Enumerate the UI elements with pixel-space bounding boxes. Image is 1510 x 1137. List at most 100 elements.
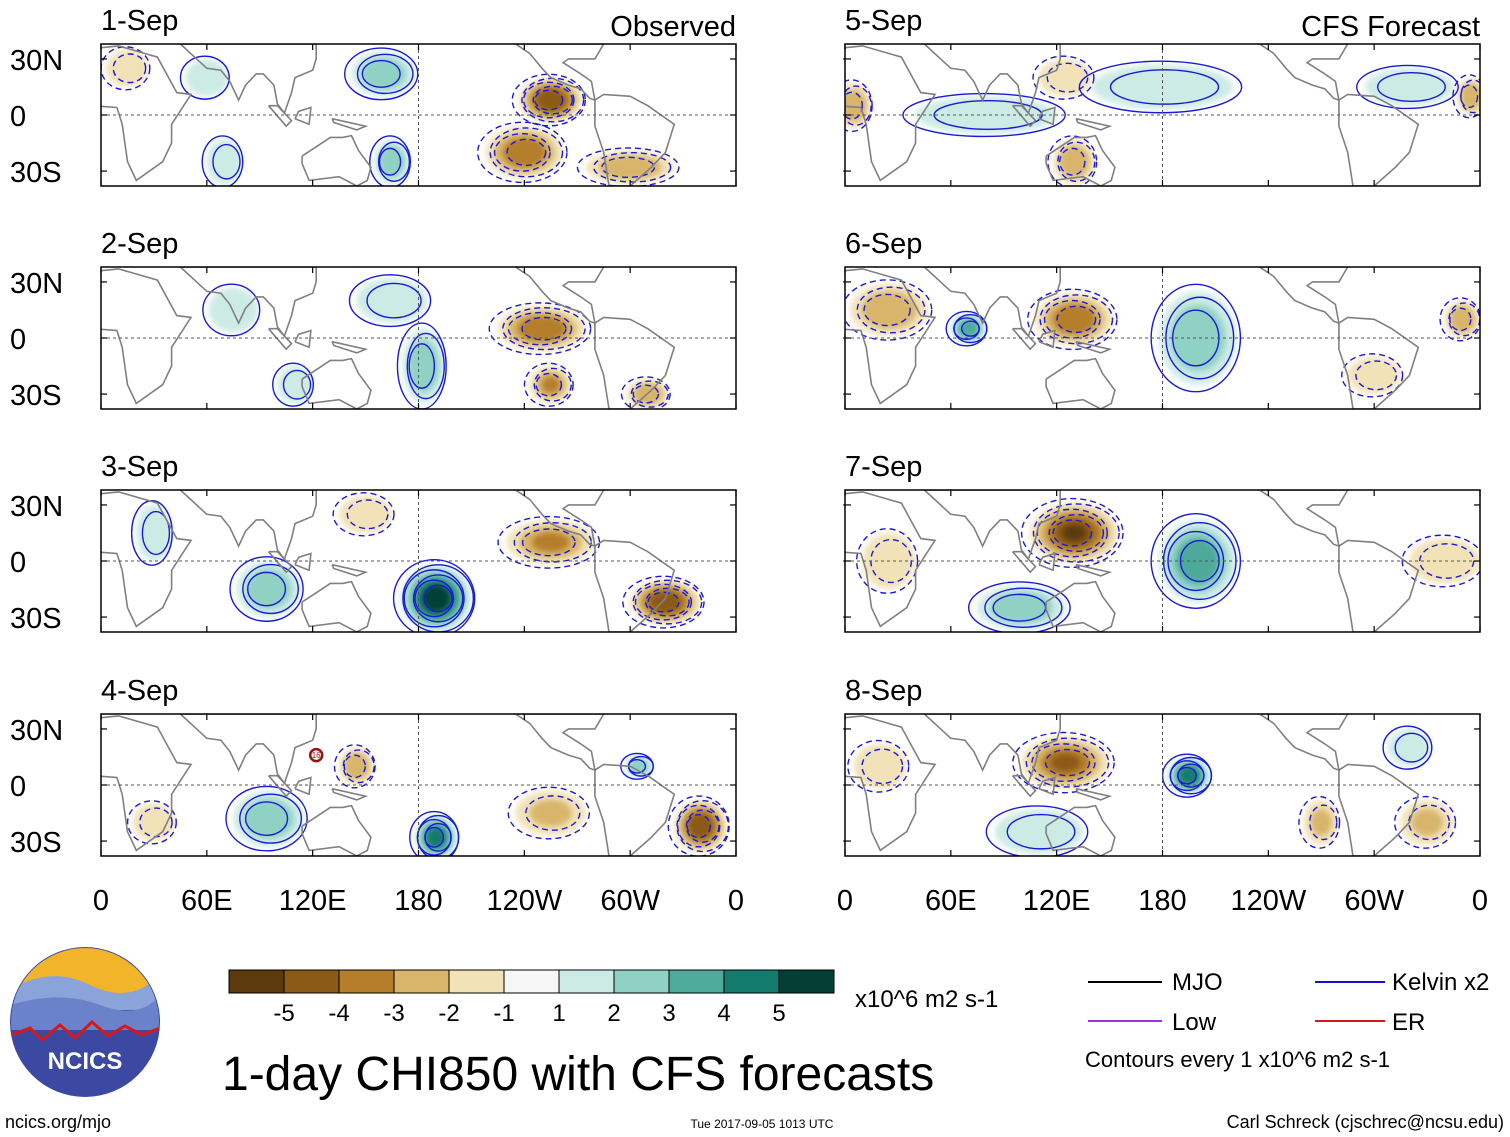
coastline [101, 491, 193, 628]
lon-tick-label: 0 [837, 885, 853, 917]
coastline [331, 117, 369, 131]
kelvin-contour [244, 801, 289, 836]
coastline [923, 490, 1061, 561]
colorbar-label: 3 [662, 1000, 675, 1027]
panel-date-label: 3-Sep [101, 451, 178, 483]
kelvin-contour [1408, 804, 1451, 841]
kelvin-contour [513, 522, 592, 563]
coastline [267, 774, 293, 798]
legend-contour-note: Contours every 1 x10^6 m2 s-1 [1085, 1047, 1390, 1072]
colorbar-label: 2 [607, 1000, 620, 1027]
coastline [845, 45, 937, 182]
anomaly-shading [529, 799, 572, 827]
anomaly-shading [213, 148, 236, 176]
kelvin-contour [406, 332, 445, 400]
kelvin-contour [1006, 813, 1076, 850]
kelvin-contour [414, 579, 455, 618]
colorbar-label: -4 [328, 1000, 349, 1027]
coastline [301, 804, 372, 856]
legend-kelvin-label: Kelvin x2 [1392, 969, 1489, 996]
coastline [301, 357, 372, 409]
coastline [1038, 552, 1056, 572]
anomaly-shading [542, 93, 560, 107]
kelvin-contour [902, 92, 1066, 138]
colorbar-swatch [393, 969, 450, 994]
anomaly-shading [1396, 736, 1423, 759]
colorbar-label: 5 [772, 1000, 785, 1027]
logo-mountain-mid [11, 995, 159, 1030]
kelvin-contour [239, 793, 303, 844]
kelvin-contour [845, 85, 872, 126]
anomaly-shading [962, 323, 975, 334]
anomaly-shading [370, 287, 414, 315]
anomaly-shading [632, 761, 646, 772]
kelvin-contour [967, 581, 1071, 632]
coastline [101, 45, 193, 182]
colorbar-label: -1 [493, 1000, 514, 1027]
footer-timestamp: Tue 2017-09-05 1013 UTC [691, 1117, 834, 1131]
coastline [1338, 763, 1420, 856]
kelvin-contour [620, 376, 671, 409]
kelvin-contour [282, 369, 312, 400]
kelvin-contour [845, 279, 933, 341]
kelvin-contour [342, 749, 375, 784]
lon-tick-label: 60E [181, 885, 233, 917]
kelvin-contour [126, 800, 177, 845]
kelvin-contour [521, 316, 567, 341]
coastline [1045, 134, 1116, 186]
anomaly-shading [1049, 66, 1082, 89]
logo-text: NCICS [48, 1048, 123, 1075]
anomaly-shading [943, 103, 1029, 127]
kelvin-contour [229, 556, 304, 622]
lat-tick-label: 30N [10, 491, 63, 523]
kelvin-contour [1298, 795, 1341, 849]
kelvin-contour [343, 754, 366, 779]
panel-date-label: 5-Sep [845, 5, 922, 37]
kelvin-contour [533, 367, 572, 402]
panel-4-sep: 16 30N 0 30S 4-Sep 0 60E 120E 180 120W 60W 0 [10, 675, 744, 917]
kelvin-contour [535, 372, 563, 397]
kelvin-contour [1341, 353, 1404, 398]
coastline [301, 580, 372, 632]
colorbar-swatch [613, 969, 670, 994]
kelvin-contour [1048, 513, 1105, 553]
footer-link[interactable]: ncics.org/mjo [5, 1112, 111, 1132]
kelvin-contour [179, 55, 230, 100]
anomaly-shading [693, 818, 708, 834]
lat-tick-label: 30N [10, 45, 63, 77]
kelvin-contour [576, 147, 680, 186]
coastline [1011, 550, 1037, 574]
kelvin-contour [523, 362, 574, 407]
lon-tick-label: 0 [93, 885, 109, 917]
lat-tick-label: 0 [10, 771, 26, 803]
coastline [1338, 316, 1420, 409]
kelvin-contour [511, 73, 587, 127]
kelvin-contour [622, 575, 705, 629]
coastline [1011, 327, 1037, 351]
coastline [267, 550, 293, 574]
kelvin-contour [647, 591, 680, 613]
lat-tick-label: 30N [10, 715, 63, 747]
kelvin-contour [1419, 543, 1475, 579]
lon-tick-label: 180 [394, 885, 442, 917]
kelvin-contour [212, 143, 241, 180]
lon-tick-label: 120W [1230, 885, 1306, 917]
anomaly-shading [1062, 524, 1087, 542]
kelvin-contour [507, 311, 573, 346]
kelvin-contour [477, 121, 568, 184]
colorbar-label: -3 [383, 1000, 404, 1027]
anomaly-shading [114, 57, 141, 80]
kelvin-contour [667, 795, 730, 856]
anomaly-shading [846, 96, 862, 116]
kelvin-contour [1026, 288, 1118, 351]
anomaly-shading [1183, 770, 1195, 781]
coastline [1045, 580, 1116, 632]
coastline [331, 340, 369, 354]
coastline [845, 268, 937, 405]
footer-author: Carl Schreck (cjschrec@ncsu.edu) [1227, 1112, 1504, 1132]
kelvin-contour [202, 283, 261, 337]
panel-2-sep: 30N 0 30S 2-Sep [10, 228, 737, 412]
kelvin-contour [403, 569, 465, 628]
figure-title: 1-day CHI850 with CFS forecasts [222, 1048, 934, 1101]
